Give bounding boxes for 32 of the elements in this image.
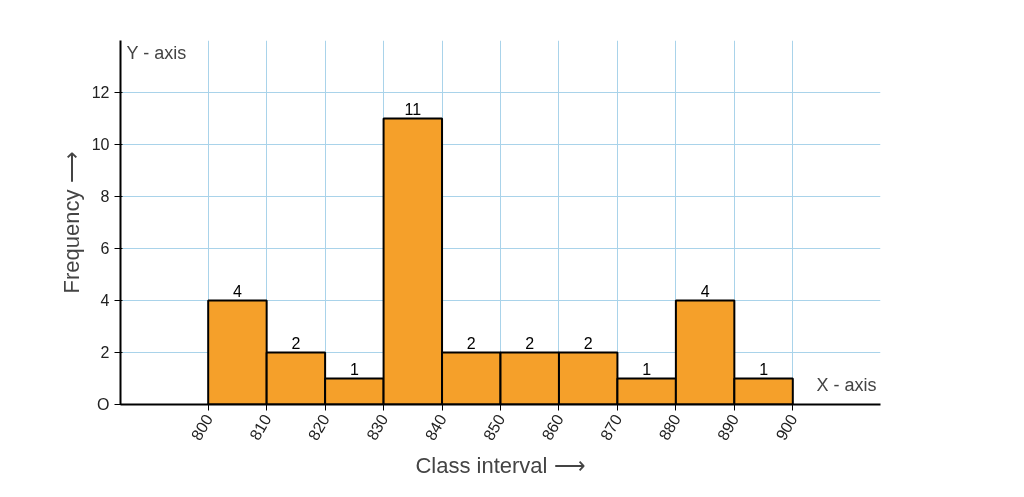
data-label: 2: [583, 334, 593, 352]
data-label: 4: [700, 282, 710, 300]
x-tick-label: 830: [363, 411, 392, 444]
x-tick-label: 880: [655, 411, 684, 444]
data-label: 1: [642, 360, 652, 378]
data-label: 2: [525, 334, 535, 352]
x-tick-label: 860: [538, 411, 567, 444]
y-tick-label: 2: [100, 344, 110, 361]
y-axis-title: Frequency ⟶: [58, 151, 84, 294]
x-tick-label: 850: [480, 411, 509, 444]
data-label: 1: [349, 360, 359, 378]
y-tick-label: 12: [91, 84, 110, 101]
x-tick-label: 890: [714, 411, 743, 444]
x-tick-label: 800: [187, 411, 217, 444]
data-label: 2: [466, 334, 476, 352]
annotation: Y - axis: [126, 42, 187, 63]
y-tick-label: O: [97, 396, 110, 413]
data-label: 11: [404, 100, 422, 118]
x-tick-label: 810: [246, 411, 275, 444]
y-tick-label: 8: [100, 188, 110, 205]
data-label: 4: [232, 282, 242, 300]
y-tick-label: 10: [91, 136, 110, 153]
annotation: X - axis: [816, 374, 877, 395]
y-tick-label: 6: [100, 240, 110, 257]
data-label: 2: [291, 334, 301, 352]
x-axis-title: Class interval ⟶: [415, 452, 586, 478]
data-label: 1: [759, 360, 769, 378]
x-tick-label: 870: [597, 411, 626, 444]
x-tick-label: 900: [772, 411, 801, 444]
x-tick-label: 840: [421, 411, 450, 444]
x-tick-label: 820: [304, 411, 333, 444]
y-tick-label: 4: [100, 292, 110, 309]
